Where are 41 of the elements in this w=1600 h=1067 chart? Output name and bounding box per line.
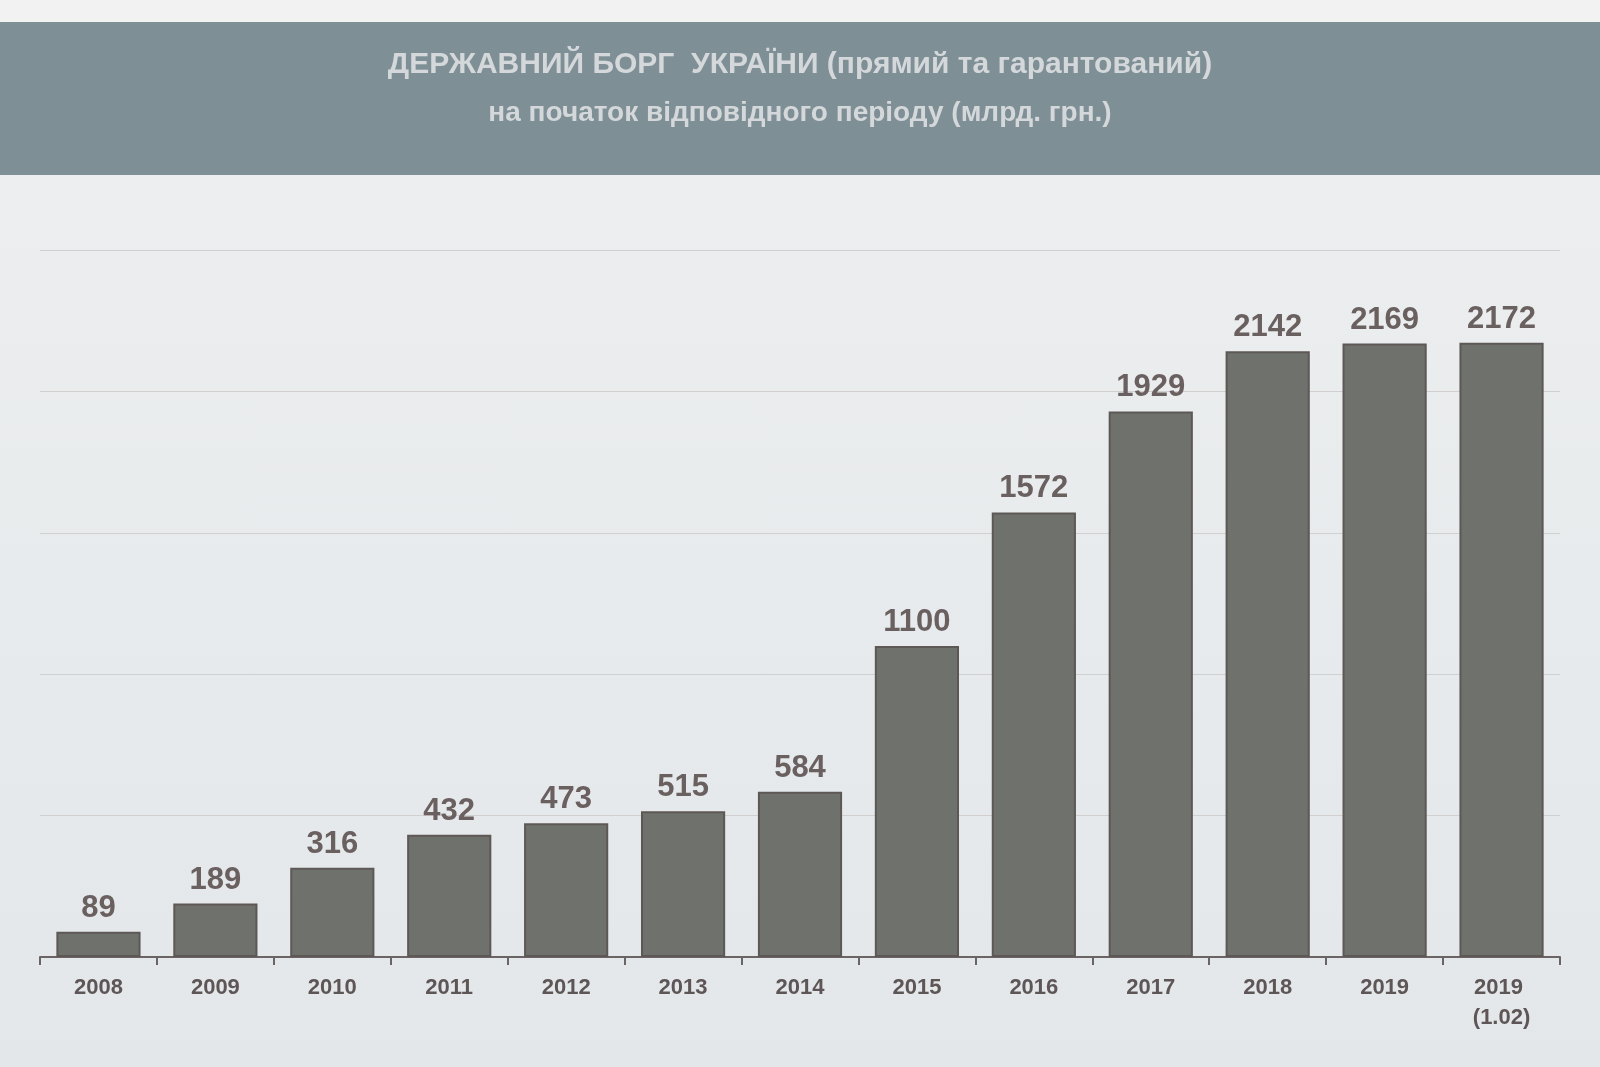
data-label: 515 — [657, 768, 709, 804]
x-tick-label: 2018 — [1243, 973, 1293, 999]
data-label: 316 — [306, 824, 359, 860]
bar — [407, 834, 492, 957]
x-tick-label: 2014 — [775, 973, 826, 999]
x-tick-label: 2008 — [73, 973, 123, 999]
bar — [173, 903, 258, 957]
x-tick-label: 2019 — [1360, 973, 1410, 999]
data-label: 89 — [81, 888, 116, 924]
data-label: 432 — [423, 791, 476, 827]
data-label: 2172 — [1467, 299, 1537, 335]
chart-subtitle: на початок відповідного періоду (млрд. грн.) — [488, 95, 1112, 127]
bar — [991, 512, 1076, 957]
bar — [1108, 411, 1193, 957]
bar — [1459, 342, 1544, 957]
data-label: 1929 — [1116, 368, 1186, 404]
data-label: 473 — [540, 780, 593, 816]
x-tick-label: 2016 — [1009, 973, 1059, 999]
x-tick-label: 2010 — [307, 973, 357, 999]
x-tick-label: 2015 — [892, 973, 942, 999]
bar — [524, 823, 609, 957]
x-tick-label: 2011 — [425, 973, 474, 999]
data-label: 2142 — [1233, 308, 1303, 344]
bar — [1342, 343, 1427, 957]
data-label: 584 — [774, 748, 827, 784]
x-tick-label: 2009 — [190, 973, 240, 999]
data-label: 189 — [189, 860, 242, 896]
data-label: 2169 — [1350, 300, 1420, 336]
bar — [757, 791, 843, 957]
bar — [56, 931, 141, 957]
data-label: 1572 — [999, 469, 1069, 505]
bar — [874, 645, 960, 957]
chart-title: ДЕРЖАВНИЙ БОРГ УКРАЇНИ (прямий та гарантований) — [387, 45, 1213, 79]
x-tick-label: 2013 — [658, 973, 708, 999]
x-tick-label: 2012 — [541, 973, 591, 999]
x-tick-label: 2019 (1.02) — [1472, 973, 1531, 1029]
bar — [1225, 351, 1310, 957]
x-tick-label: 2017 — [1126, 973, 1176, 999]
data-label: 1100 — [883, 602, 951, 638]
bar — [640, 811, 726, 957]
bar — [290, 867, 375, 957]
